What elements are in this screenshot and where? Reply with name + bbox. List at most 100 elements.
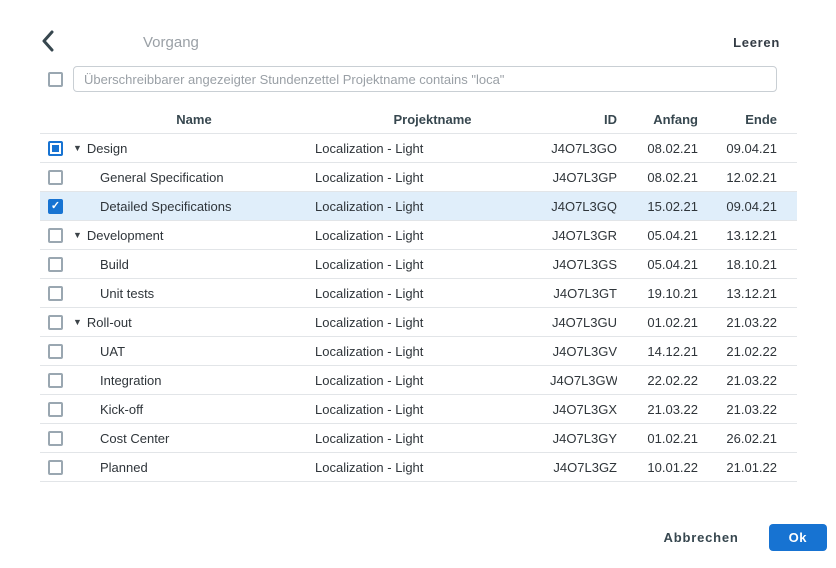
- row-ende: 12.02.21: [726, 169, 777, 185]
- row-ende: 21.03.22: [726, 314, 777, 330]
- row-checkbox[interactable]: [48, 169, 63, 185]
- table-header-row: Name Projektname ID Anfang Ende: [40, 105, 797, 134]
- row-projektname: Localization - Light: [315, 140, 424, 156]
- table-row[interactable]: ▼ Roll-out Localization - Light J4O7L3GU…: [40, 308, 797, 337]
- row-anfang: 22.02.22: [647, 372, 698, 388]
- row-check-cell: [40, 459, 73, 475]
- table-row[interactable]: ▼ Integration Localization - Light J4O7L…: [40, 366, 797, 395]
- caret-down-icon[interactable]: ▼: [73, 229, 82, 240]
- row-checkbox[interactable]: [48, 430, 63, 446]
- row-ende: 21.03.22: [726, 372, 777, 388]
- row-anfang: 01.02.21: [647, 314, 698, 330]
- row-name-cell: ▼ Cost Center: [73, 431, 315, 446]
- row-check-cell: [40, 198, 73, 214]
- row-name-cell: ▼ Planned: [73, 460, 315, 475]
- row-ende: 09.04.21: [726, 140, 777, 156]
- row-projektname: Localization - Light: [315, 314, 424, 330]
- row-name-cell: ▼ Design: [73, 141, 315, 156]
- row-name-cell: ▼ Kick-off: [73, 402, 315, 417]
- row-checkbox[interactable]: [48, 227, 63, 243]
- row-checkbox[interactable]: [48, 343, 63, 359]
- row-check-cell: [40, 169, 73, 185]
- row-name-cell: ▼ General Specification: [73, 170, 315, 185]
- table-row[interactable]: ▼ General Specification Localization - L…: [40, 163, 797, 192]
- filter-input[interactable]: [73, 66, 777, 92]
- filter-checkbox[interactable]: [48, 71, 63, 87]
- row-projektname: Localization - Light: [315, 459, 424, 475]
- row-name: Cost Center: [100, 430, 170, 446]
- clear-button[interactable]: Leeren: [733, 34, 780, 50]
- row-check-cell: [40, 256, 73, 272]
- row-anfang: 08.02.21: [647, 169, 698, 185]
- row-checkbox[interactable]: [48, 401, 63, 417]
- row-checkbox[interactable]: [48, 256, 63, 272]
- table-row[interactable]: ▼ Development Localization - Light J4O7L…: [40, 221, 797, 250]
- row-name: General Specification: [100, 169, 224, 185]
- row-id: J4O7L3GS: [552, 256, 617, 272]
- cancel-button[interactable]: Abbrechen: [663, 530, 739, 545]
- row-check-cell: [40, 314, 73, 330]
- caret-down-icon[interactable]: ▼: [73, 142, 82, 153]
- caret-down-icon[interactable]: ▼: [73, 316, 82, 327]
- table-row[interactable]: ▼ Design Localization - Light J4O7L3GO 0…: [40, 134, 797, 163]
- row-anfang: 08.02.21: [647, 140, 698, 156]
- chevron-left-icon: [40, 30, 56, 55]
- ok-button[interactable]: Ok: [768, 524, 827, 551]
- back-button[interactable]: [40, 30, 58, 55]
- row-ende: 21.02.22: [726, 343, 777, 359]
- row-checkbox[interactable]: [48, 140, 63, 156]
- row-check-cell: [40, 140, 73, 156]
- row-id: J4O7L3GR: [551, 227, 617, 243]
- row-id: J4O7L3GY: [552, 430, 617, 446]
- table-row[interactable]: ▼ Cost Center Localization - Light J4O7L…: [40, 424, 797, 453]
- table-row[interactable]: ▼ Detailed Specifications Localization -…: [40, 192, 797, 221]
- row-id: J4O7L3GZ: [553, 459, 617, 475]
- row-checkbox[interactable]: [48, 198, 63, 214]
- table-row[interactable]: ▼ Unit tests Localization - Light J4O7L3…: [40, 279, 797, 308]
- row-anfang: 01.02.21: [647, 430, 698, 446]
- row-ende: 26.02.21: [726, 430, 777, 446]
- table-row[interactable]: ▼ UAT Localization - Light J4O7L3GV 14.1…: [40, 337, 797, 366]
- row-name-cell: ▼ Detailed Specifications: [73, 199, 315, 214]
- row-anfang: 05.04.21: [647, 227, 698, 243]
- row-check-cell: [40, 430, 73, 446]
- vorgang-table: Name Projektname ID Anfang Ende ▼ Design…: [40, 105, 797, 482]
- row-name: Development: [86, 227, 164, 243]
- row-anfang: 05.04.21: [647, 256, 698, 272]
- table-row[interactable]: ▼ Kick-off Localization - Light J4O7L3GX…: [40, 395, 797, 424]
- row-anfang: 21.03.22: [647, 401, 698, 417]
- row-name: Roll-out: [86, 314, 132, 330]
- row-check-cell: [40, 372, 73, 388]
- table-body: ▼ Design Localization - Light J4O7L3GO 0…: [40, 134, 797, 482]
- row-projektname: Localization - Light: [315, 256, 424, 272]
- row-projektname: Localization - Light: [315, 285, 424, 301]
- column-header-name: Name: [176, 111, 212, 127]
- row-ende: 18.10.21: [726, 256, 777, 272]
- table-row[interactable]: ▼ Planned Localization - Light J4O7L3GZ …: [40, 453, 797, 482]
- row-name: Integration: [100, 372, 162, 388]
- row-name: Planned: [100, 459, 148, 475]
- column-header-anfang: Anfang: [653, 111, 698, 127]
- column-header-id: ID: [604, 111, 617, 127]
- row-projektname: Localization - Light: [315, 169, 424, 185]
- column-header-ende: Ende: [745, 111, 777, 127]
- row-id: J4O7L3GW: [550, 372, 617, 388]
- row-id: J4O7L3GV: [552, 343, 617, 359]
- row-anfang: 14.12.21: [647, 343, 698, 359]
- filter-bar: [48, 66, 796, 92]
- row-checkbox[interactable]: [48, 459, 63, 475]
- row-name-cell: ▼ Integration: [73, 373, 315, 388]
- row-check-cell: [40, 401, 73, 417]
- row-checkbox[interactable]: [48, 285, 63, 301]
- row-id: J4O7L3GU: [551, 314, 617, 330]
- row-projektname: Localization - Light: [315, 198, 424, 214]
- table-row[interactable]: ▼ Build Localization - Light J4O7L3GS 05…: [40, 250, 797, 279]
- row-check-cell: [40, 285, 73, 301]
- row-ende: 13.12.21: [726, 285, 777, 301]
- row-anfang: 19.10.21: [647, 285, 698, 301]
- row-ende: 13.12.21: [726, 227, 777, 243]
- row-checkbox[interactable]: [48, 314, 63, 330]
- row-name: Kick-off: [100, 401, 144, 417]
- row-checkbox[interactable]: [48, 372, 63, 388]
- row-name-cell: ▼ UAT: [73, 344, 315, 359]
